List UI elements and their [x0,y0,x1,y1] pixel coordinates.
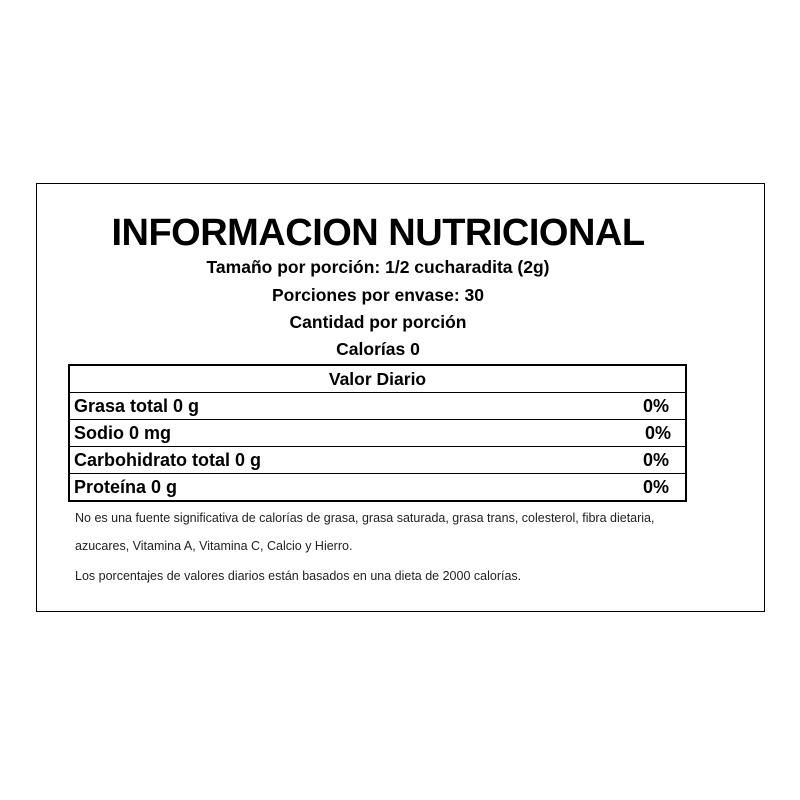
nutrient-percent: 0% [644,423,671,443]
nutrient-percent: 0% [642,477,669,497]
footnote: No es una fuente significativa de calorí… [75,511,655,525]
nutrient-percent: 0% [642,396,669,416]
nutrient-percent: 0% [642,450,669,470]
calories: Calorías 0 [336,339,420,359]
footnote: Los porcentajes de valores diarios están… [75,569,522,583]
amount-per-serving: Cantidad por porción [289,312,467,332]
table-row: Grasa total 0 g 0% [70,392,685,419]
serving-size: Tamaño por porción: 1/2 cucharadita (2g) [206,257,550,277]
nutrient-name: Grasa total 0 g [74,396,200,416]
table-row: Proteína 0 g 0% [70,473,685,500]
nutrition-label: INFORMACION NUTRICIONAL Tamaño por porci… [36,183,765,612]
servings-per-container: Porciones por envase: 30 [271,285,485,305]
table-header: Valor Diario [328,369,427,389]
nutrient-name: Sodio 0 mg [74,423,172,443]
label-title: INFORMACION NUTRICIONAL [111,212,645,254]
daily-value-table: Valor Diario Grasa total 0 g 0% Sodio 0 m… [68,364,687,502]
nutrient-name: Carbohidrato total 0 g [74,450,262,470]
table-row: Carbohidrato total 0 g 0% [70,446,685,473]
nutrient-name: Proteína 0 g [74,477,178,497]
footnote: azucares, Vitamina A, Vitamina C, Calcio… [75,539,353,553]
table-row: Sodio 0 mg 0% [70,419,685,446]
